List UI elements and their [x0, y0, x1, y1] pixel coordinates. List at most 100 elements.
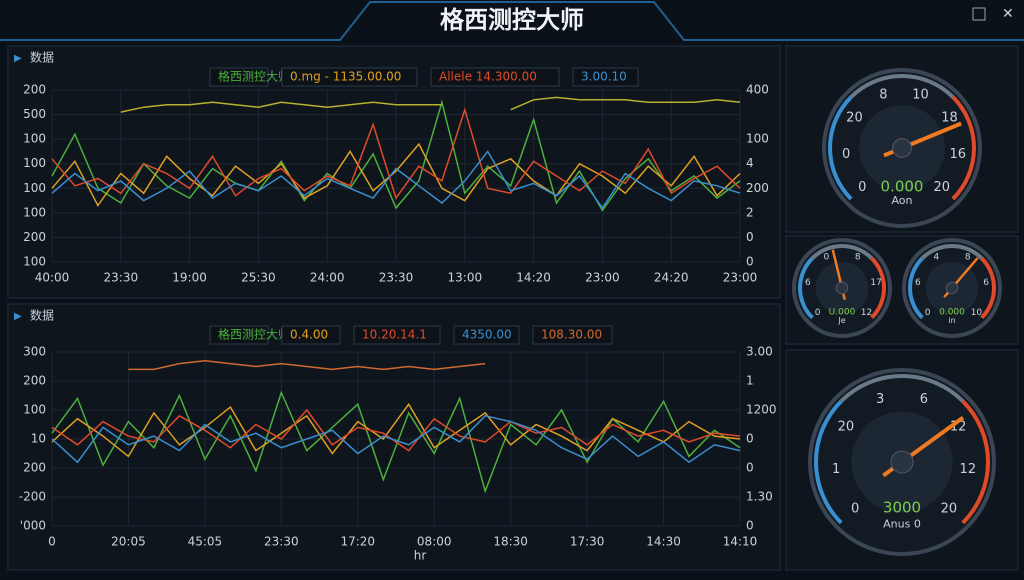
legend-entry: 3.00.10 [581, 70, 627, 84]
y-tick-label: 300 [23, 345, 46, 359]
x-tick-label: 25:30 [241, 271, 276, 285]
x-tick-label: 23:00 [585, 271, 620, 285]
gauge-tick-label: 12 [960, 462, 977, 477]
gauge-tick-label: 0 [851, 501, 859, 516]
y2-tick-label: 200 [746, 181, 769, 195]
gauge-tick-label: 17 [870, 278, 881, 288]
y-tick-label: 500 [23, 107, 46, 121]
gauge-tick-label: 6 [915, 278, 921, 288]
x-tick-label: 23:30 [104, 271, 139, 285]
x-tick-label: 20:05 [111, 535, 146, 549]
series-line [51, 414, 741, 464]
y2-tick-label: 400 [746, 83, 769, 97]
close-button[interactable]: ✕ [1002, 6, 1014, 22]
y-tick-label: 200 [23, 374, 46, 388]
x-tick-label: 08:00 [417, 535, 452, 549]
series-line [51, 408, 741, 452]
x-tick-label: 24:20 [654, 271, 689, 285]
x-tick-label: 14:10 [723, 535, 758, 549]
gauge-tick-label: 10 [971, 308, 983, 318]
gauge-tick-label: 8 [879, 87, 887, 102]
y2-tick-label: 1 [746, 374, 754, 388]
gauge-tick-label: 8 [965, 253, 971, 263]
y-tick-label: 100 [23, 205, 46, 219]
x-tick-label: 18:30 [493, 535, 528, 549]
legend-entry: 4350.00 [462, 328, 512, 342]
gauge-tick-label: 20 [941, 501, 958, 516]
gauge-tick-label: 6 [920, 392, 928, 407]
gauge-tick-label: 18 [941, 111, 958, 126]
x-tick-label: 0 [48, 535, 56, 549]
gauge-tick-label: 0 [858, 180, 866, 195]
gauge-label: Je [837, 316, 845, 325]
legend-box [532, 325, 613, 345]
legend-box [281, 325, 341, 345]
x-tick-label: 23:30 [264, 535, 299, 549]
gauge-arc [980, 256, 996, 320]
series-line [51, 107, 741, 200]
gauge-tick-label: 10 [912, 87, 929, 102]
series-line [51, 99, 741, 212]
gauge-arc [870, 256, 886, 320]
gauge-tick-label: 8 [855, 253, 861, 263]
gauge-tick-label: 12 [861, 308, 872, 318]
y2-tick-label: 1.30 [746, 490, 773, 504]
series-line [128, 359, 486, 371]
header-frame [0, 1, 1024, 41]
x-tick-label: 14:30 [646, 535, 681, 549]
y-tick-label: 100 [23, 255, 46, 269]
y2-tick-label: 1200 [746, 403, 777, 417]
gauge-tick-label: 0 [842, 147, 850, 162]
gauge-reading: 0.000 [939, 308, 965, 318]
y-tick-label: 200 [23, 83, 46, 97]
x-axis-label: hr [414, 549, 427, 563]
gauge-tick-label: 6 [983, 278, 989, 288]
x-tick-label: 45:05 [188, 535, 223, 549]
gauge-tick-label: 0 [823, 253, 829, 263]
series-line [51, 150, 741, 210]
panel-icon: ▶ [14, 311, 22, 322]
gauge-hub [945, 281, 959, 295]
gauge-reading: 3000 [883, 499, 921, 517]
x-tick-label: 14:20 [516, 271, 551, 285]
legend-entry: 10.20.14.1 [362, 328, 427, 342]
series-line [120, 96, 741, 113]
gauge-tick-label: 20 [838, 419, 855, 434]
y2-tick-label: 0 [746, 255, 754, 269]
y-tick-label: '000 [20, 519, 46, 533]
y-tick-label: 100 [23, 403, 46, 417]
y2-tick-label: 2 [746, 205, 754, 219]
legend-box [281, 67, 418, 87]
gauge-arc [849, 74, 955, 99]
gauge-tick-label: 20 [933, 180, 950, 195]
legend-entry: 0.mg - 1135.00.00 [290, 70, 401, 84]
gauge-reading: 0.000 [881, 178, 924, 196]
x-tick-label: 19:00 [172, 271, 207, 285]
x-tick-label: 23:00 [723, 271, 758, 285]
gauge-arc [951, 95, 976, 201]
restore-button[interactable] [972, 7, 986, 21]
gauge-tick-label: 6 [805, 278, 811, 288]
gauge-arc [828, 95, 853, 201]
gauge-arc [920, 244, 984, 260]
x-tick-label: 17:20 [340, 535, 375, 549]
legend-box [353, 325, 441, 345]
gauge-hub [890, 450, 914, 474]
y-tick-label: 100 [23, 156, 46, 170]
gauge-arc [961, 399, 990, 525]
x-tick-label: 23:30 [379, 271, 414, 285]
y2-tick-label: 0 [746, 230, 754, 244]
legend-box [430, 67, 560, 87]
x-tick-label: 24:00 [310, 271, 345, 285]
y2-tick-label: 4 [746, 156, 754, 170]
gauge-arc [814, 399, 843, 525]
legend-box [209, 325, 269, 345]
gauge-arc [908, 256, 924, 320]
y-tick-label: 100 [23, 181, 46, 195]
gauge-tick-label: 0 [815, 308, 821, 318]
y2-tick-label: 0 [746, 461, 754, 475]
gauge-arc [839, 374, 965, 403]
legend-entry: 0.4.00 [290, 328, 328, 342]
legend-entry: 格西测控大师 [218, 327, 290, 342]
